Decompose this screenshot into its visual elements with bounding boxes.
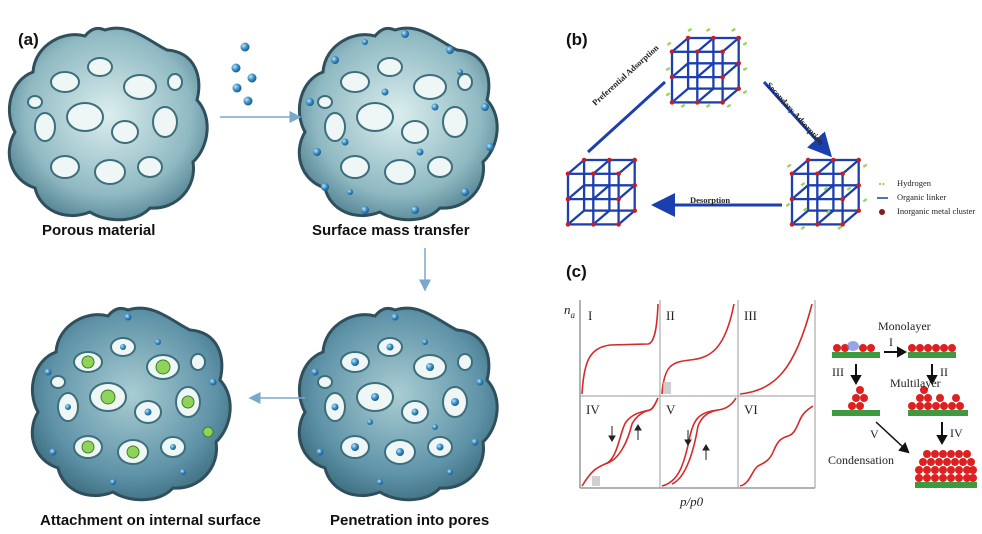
mechanism-step-III: III (832, 365, 844, 379)
legend-cluster-mark (879, 209, 885, 215)
isotherm-curve-III (739, 303, 813, 395)
mechanism-label-condensation: Condensation (828, 453, 894, 467)
panel-c-diagram: I II III IV V VI na p/p0 (564, 300, 977, 509)
mechanism-diagram: Monolayer Multilayer Condensation I II I… (828, 319, 977, 488)
mechanism-step-I: I (889, 335, 893, 349)
panel-b-label: (b) (566, 30, 588, 49)
panel-c-label: (c) (566, 262, 587, 281)
attachment-blob (30, 306, 232, 502)
surface-mass-transfer-blob (297, 26, 499, 222)
isotherm-curve-VI (739, 405, 814, 487)
isotherm-curve-I (581, 303, 659, 395)
mechanism-label-monolayer: Monolayer (878, 319, 931, 333)
isotherm-curve-IV (581, 397, 659, 487)
legend-hydrogen: Hydrogen (897, 178, 931, 188)
isotherm-grid (579, 300, 816, 489)
isotherm-label-III: III (744, 308, 757, 323)
mechanism-label-multilayer: Multilayer (890, 376, 941, 390)
stage-label-penetration: Penetration into pores (330, 512, 490, 529)
mof-cube-right (785, 149, 868, 230)
axis-label-pp0: p/p0 (679, 494, 704, 509)
penetration-blob (297, 306, 499, 502)
isotherm-curve-V (661, 397, 737, 487)
mof-cube-top (665, 27, 748, 108)
legend-organic-linker: Organic linker (897, 192, 947, 202)
panel-a-illustration (7, 26, 499, 502)
porous-material-blob (7, 26, 209, 222)
stage-label-porous: Porous material (42, 222, 156, 239)
mechanism-step-V: V (870, 427, 879, 441)
axis-label-na: na (564, 302, 576, 320)
isotherm-label-V: V (666, 402, 676, 417)
isotherm-curve-II (661, 303, 735, 395)
panel-a-label: (a) (18, 30, 39, 49)
arrow-preferential (586, 80, 667, 154)
isotherm-curves (581, 303, 814, 487)
mechanism-step-IV: IV (950, 426, 963, 440)
stage-label-surface: Surface mass transfer (312, 222, 470, 239)
isotherm-label-IV: IV (586, 402, 600, 417)
mof-cube-left (565, 157, 637, 227)
legend-metal-cluster: Inorganic metal cluster (897, 206, 976, 216)
incoming-molecules (231, 42, 257, 106)
isotherm-label-II: II (666, 308, 675, 323)
arrow-secondary (762, 80, 833, 158)
hydrogen-marks (665, 27, 748, 108)
panel-b-diagram (565, 27, 888, 230)
label-desorption: Desorption (690, 195, 731, 205)
mechanism-step-II: II (940, 365, 948, 379)
stage-label-attachment: Attachment on internal surface (40, 512, 261, 529)
isotherm-label-I: I (588, 308, 592, 323)
isotherm-label-VI: VI (744, 402, 758, 417)
